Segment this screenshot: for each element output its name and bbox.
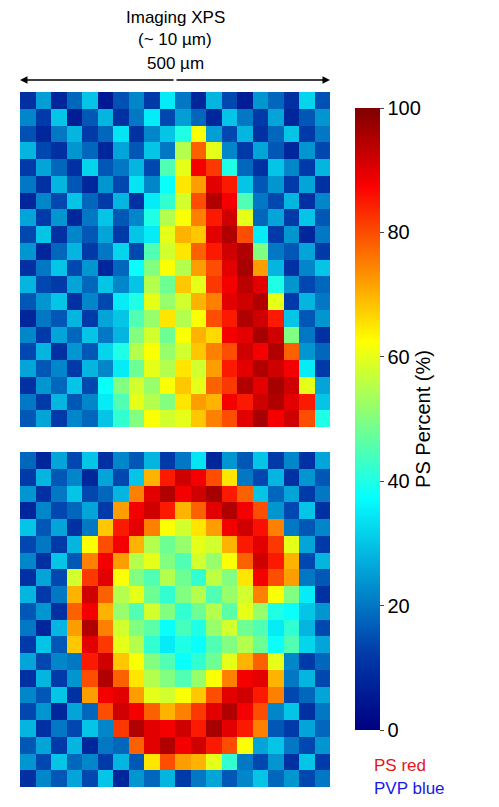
svg-text:80: 80 <box>388 221 410 243</box>
svg-text:20: 20 <box>388 595 410 617</box>
svg-text:PS red: PS red <box>374 756 426 775</box>
svg-text:100: 100 <box>388 97 421 119</box>
svg-text:PVP blue: PVP blue <box>374 779 445 798</box>
svg-text:500 µm: 500 µm <box>147 54 204 73</box>
svg-text:60: 60 <box>388 346 410 368</box>
svg-text:0: 0 <box>388 719 399 741</box>
svg-text:PS Percent (%): PS Percent (%) <box>412 350 434 488</box>
svg-text:Imaging XPS: Imaging XPS <box>126 8 225 27</box>
svg-text:(~ 10 µm): (~ 10 µm) <box>138 30 212 49</box>
svg-text:40: 40 <box>388 470 410 492</box>
